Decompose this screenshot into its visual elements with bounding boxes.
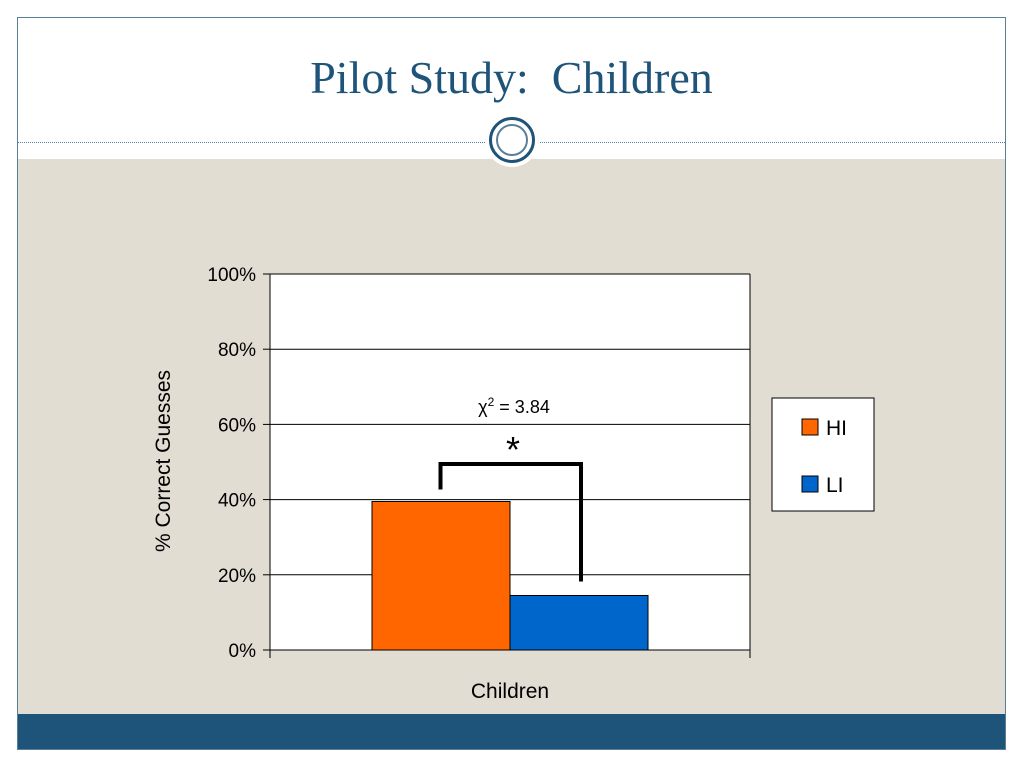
y-axis-title: % Correct Guesses [152, 370, 175, 552]
y-tick-label: 20% [218, 566, 256, 587]
bar-li [509, 594, 649, 651]
legend-swatch-li [801, 475, 819, 493]
chi-square-annotation: χ2 = 3.84 [478, 395, 550, 417]
slide-title: Pilot Study: Children [310, 52, 713, 103]
y-tick-label: 40% [218, 491, 256, 512]
legend: HI LI [771, 397, 875, 512]
y-tick-label: 60% [218, 415, 256, 436]
x-axis-title: Children [471, 680, 549, 703]
y-tick-label: 80% [218, 340, 256, 361]
significance-bracket [438, 462, 583, 582]
chi-symbol: χ [478, 397, 488, 417]
divider-circle-ornament [485, 113, 539, 167]
legend-box [771, 397, 875, 512]
divider-circle-ring [489, 117, 535, 163]
y-tick-label: 100% [207, 265, 256, 286]
chi-value: = 3.84 [499, 397, 550, 417]
legend-label-hi: HI [826, 417, 847, 440]
legend-swatch-hi [801, 418, 819, 436]
bar-hi [371, 500, 511, 651]
chi-superscript: 2 [488, 395, 495, 409]
y-tick-label: 0% [229, 641, 257, 662]
significance-asterisk: * [506, 429, 520, 470]
footer-bar [18, 714, 1005, 749]
legend-label-li: LI [826, 474, 844, 497]
